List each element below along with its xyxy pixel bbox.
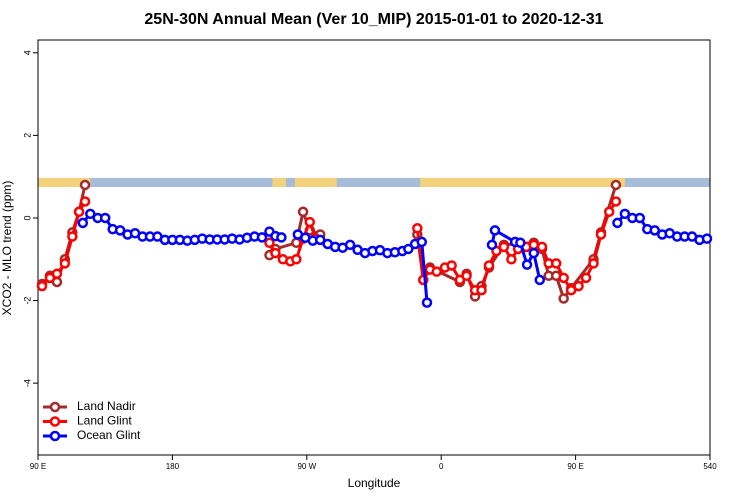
data-point bbox=[67, 231, 78, 242]
data-point bbox=[534, 274, 546, 286]
data-point bbox=[114, 225, 126, 236]
data-point bbox=[521, 259, 533, 270]
data-point bbox=[486, 239, 498, 251]
data-point bbox=[528, 247, 540, 259]
data-point bbox=[431, 266, 442, 277]
data-point bbox=[314, 234, 326, 246]
data-point bbox=[99, 212, 111, 224]
data-point bbox=[528, 239, 540, 251]
data-point bbox=[59, 258, 71, 269]
x-axis-label: Longitude bbox=[348, 476, 401, 490]
data-point bbox=[412, 223, 423, 234]
data-point bbox=[79, 196, 91, 207]
legend-marker bbox=[49, 401, 61, 413]
x-tick-label: 0 bbox=[439, 462, 444, 471]
legend-label: Land Nadir bbox=[77, 399, 136, 413]
data-point bbox=[476, 284, 487, 296]
data-point bbox=[36, 280, 48, 292]
data-point bbox=[550, 258, 562, 269]
data-point bbox=[77, 217, 89, 229]
land-strip bbox=[294, 177, 337, 188]
data-point bbox=[489, 225, 501, 236]
data-point bbox=[416, 236, 428, 248]
y-axis-label: XCO2 - MLO trend (ppm) bbox=[0, 181, 14, 316]
data-point bbox=[85, 208, 96, 220]
land-strip bbox=[38, 177, 91, 188]
data-point bbox=[421, 297, 433, 308]
data-point bbox=[461, 270, 472, 282]
data-point bbox=[580, 272, 592, 284]
y-tick-label: 2 bbox=[22, 133, 32, 138]
ocean-strip bbox=[38, 177, 710, 188]
data-point bbox=[446, 260, 457, 271]
plot-frame bbox=[37, 39, 711, 456]
legend-marker bbox=[49, 430, 61, 442]
legend-label: Ocean Glint bbox=[77, 428, 141, 442]
y-tick-label: 4 bbox=[22, 50, 32, 55]
series-line bbox=[40, 184, 87, 286]
data-point bbox=[403, 243, 414, 255]
x-tick-label: 90 E bbox=[30, 462, 46, 471]
y-tick-label: 0 bbox=[22, 215, 32, 220]
data-point bbox=[344, 239, 356, 251]
data-point bbox=[498, 241, 510, 253]
land-strip bbox=[272, 177, 286, 188]
data-point bbox=[483, 260, 495, 271]
x-tick-label: 180 bbox=[166, 462, 180, 471]
x-tick-label: 90 W bbox=[297, 462, 316, 471]
data-point bbox=[558, 293, 569, 304]
data-point bbox=[276, 232, 287, 243]
data-point bbox=[536, 241, 548, 253]
data-point bbox=[264, 237, 275, 249]
legend-marker bbox=[49, 416, 61, 427]
data-point bbox=[573, 280, 584, 292]
data-point bbox=[270, 247, 281, 259]
data-point bbox=[649, 225, 660, 236]
data-point bbox=[291, 254, 302, 265]
data-point bbox=[612, 217, 623, 229]
y-tick-label: -2 bbox=[22, 297, 32, 305]
data-point bbox=[73, 206, 85, 218]
data-point bbox=[297, 206, 309, 218]
data-point bbox=[619, 208, 631, 220]
data-point bbox=[558, 272, 569, 284]
y-tick-label: -4 bbox=[22, 379, 32, 387]
data-point bbox=[565, 284, 577, 296]
x-tick-label: 540 bbox=[703, 462, 717, 471]
data-point bbox=[603, 206, 615, 218]
data-point bbox=[610, 196, 622, 207]
data-point bbox=[256, 232, 268, 243]
data-point bbox=[51, 268, 63, 279]
data-point bbox=[515, 237, 526, 249]
x-tick-label: 90 E bbox=[567, 462, 583, 471]
data-point bbox=[634, 212, 646, 224]
data-point bbox=[588, 258, 599, 269]
chart-title: 25N-30N Annual Mean (Ver 10_MIP) 2015-01… bbox=[144, 11, 603, 28]
data-point bbox=[595, 229, 607, 240]
data-point bbox=[304, 216, 316, 228]
data-point bbox=[610, 179, 622, 191]
land-strip bbox=[420, 177, 625, 188]
data-point bbox=[701, 233, 713, 244]
legend-label: Land Glint bbox=[77, 414, 132, 428]
data-point bbox=[506, 254, 517, 265]
data-point bbox=[79, 179, 91, 191]
